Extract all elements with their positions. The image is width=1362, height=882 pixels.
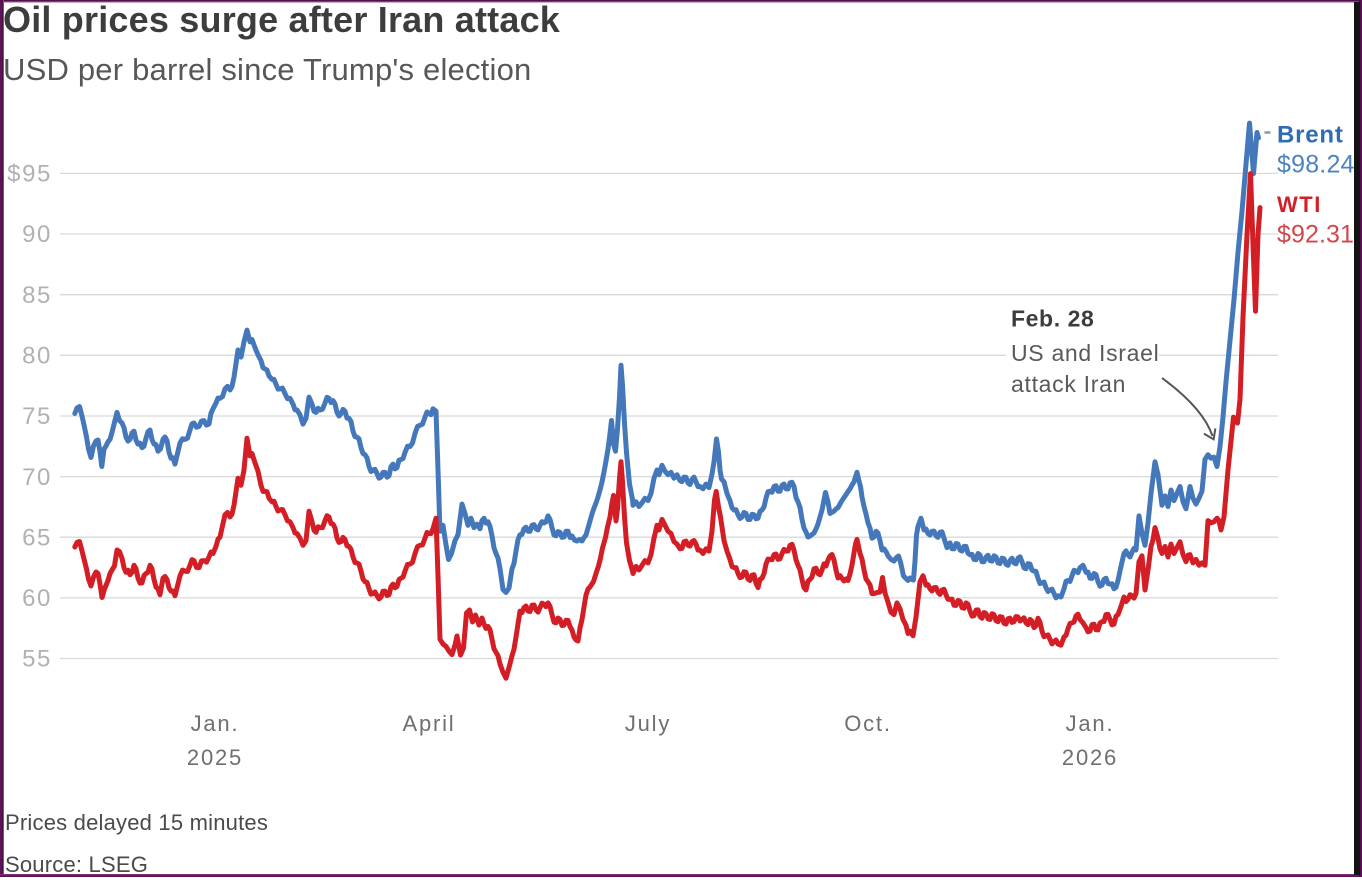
- svg-text:WTI: WTI: [1277, 192, 1322, 217]
- svg-text:US and Israel: US and Israel: [1011, 340, 1159, 366]
- svg-text:70: 70: [22, 464, 52, 491]
- svg-text:July: July: [625, 711, 671, 736]
- svg-text:85: 85: [22, 282, 52, 309]
- svg-text:Jan.: Jan.: [1066, 711, 1115, 736]
- svg-text:Jan.: Jan.: [191, 711, 240, 736]
- svg-text:90: 90: [22, 221, 52, 248]
- svg-text:55: 55: [22, 646, 52, 673]
- svg-text:60: 60: [22, 585, 52, 612]
- svg-text:$92.31: $92.31: [1277, 221, 1354, 249]
- svg-text:2026: 2026: [1062, 745, 1118, 770]
- svg-text:April: April: [402, 711, 455, 736]
- svg-text:$95: $95: [7, 161, 52, 188]
- svg-text:80: 80: [22, 343, 52, 370]
- svg-text:Feb. 28: Feb. 28: [1011, 306, 1094, 332]
- svg-text:attack Iran: attack Iran: [1011, 371, 1126, 397]
- svg-text:Brent: Brent: [1277, 122, 1344, 149]
- svg-text:$98.24: $98.24: [1277, 151, 1355, 179]
- svg-text:Oct.: Oct.: [844, 711, 892, 736]
- svg-text:65: 65: [22, 524, 52, 551]
- svg-text:75: 75: [22, 403, 52, 430]
- svg-text:2025: 2025: [187, 745, 243, 770]
